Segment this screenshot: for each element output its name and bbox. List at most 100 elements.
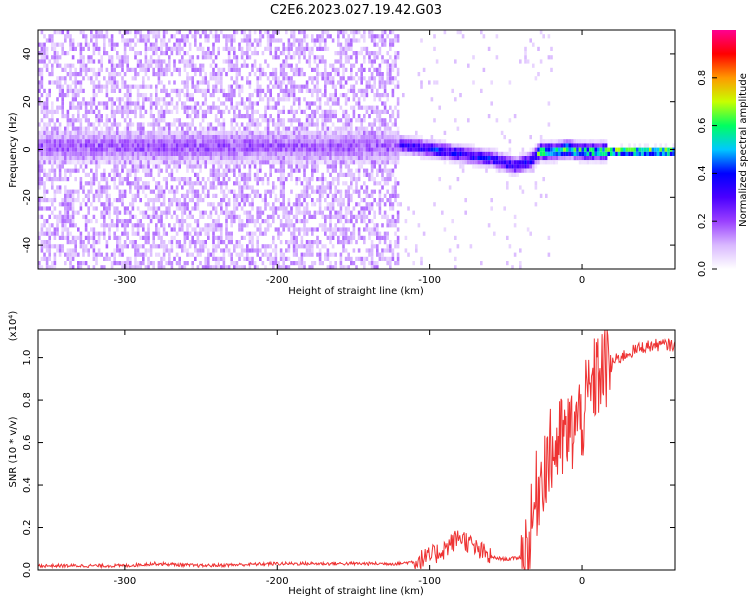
spectrogram-cell: [173, 193, 176, 198]
spectrogram-cell: [339, 126, 343, 131]
spectrogram-cell: [58, 130, 62, 135]
spectrogram-cell: [279, 240, 283, 245]
spectrogram-cell: [339, 261, 343, 266]
spectrogram-cell: [131, 164, 135, 169]
spectrogram-cell: [347, 59, 350, 64]
spectrogram-cell: [305, 118, 309, 123]
spectrogram-cell: [251, 240, 254, 245]
spectrogram-cell: [342, 223, 345, 228]
spectrogram-cell: [243, 126, 246, 131]
spectrogram-cell: [321, 114, 324, 119]
spectrogram-cell: [279, 156, 283, 161]
spectrogram-cell: [126, 223, 129, 228]
spectrogram-cell: [149, 130, 153, 135]
spectrogram-cell: [87, 143, 90, 148]
spectrogram-cell: [43, 231, 46, 236]
spectrogram-cell: [355, 135, 358, 140]
spectrogram-cell: [389, 198, 392, 203]
spectrogram-cell: [389, 219, 392, 224]
spectrogram-cell: [90, 181, 93, 186]
spectrogram-cell: [204, 72, 207, 77]
spectrogram-cell: [316, 135, 319, 140]
spectrogram-cell: [248, 240, 252, 245]
spectrogram-cell: [360, 93, 363, 98]
spectrogram-cell: [373, 97, 376, 102]
spectrogram-cell: [324, 72, 327, 77]
spectrogram-cell: [178, 139, 181, 144]
spectrogram-cell: [168, 139, 171, 144]
spectrogram-cell: [110, 67, 114, 72]
spectrogram-cell: [233, 130, 236, 135]
spectrogram-cell: [248, 97, 252, 102]
spectrogram-cell: [305, 244, 309, 249]
spectrogram-cell: [404, 143, 408, 148]
spectrogram-cell: [139, 156, 142, 161]
spectrogram-cell: [383, 59, 387, 64]
spectrogram-cell: [300, 189, 304, 194]
spectrogram-cell: [368, 202, 371, 207]
spectrogram-cell: [168, 63, 171, 68]
spectrogram-cell: [357, 118, 361, 123]
spectrogram-cell: [373, 143, 376, 148]
spectrogram-cell: [290, 80, 293, 85]
spectrogram-cell: [105, 139, 109, 144]
spectrogram-cell: [225, 248, 228, 253]
spectrogram-cell: [105, 30, 109, 35]
spectrogram-cell: [74, 189, 77, 194]
spectrogram-cell: [64, 34, 67, 39]
spectrogram-cell: [113, 84, 116, 89]
spectrogram-cell: [274, 261, 278, 266]
spectrogram-cell: [313, 261, 317, 266]
spectrogram-cell: [370, 72, 374, 77]
spectrogram-cell: [129, 38, 132, 43]
spectrogram-cell: [142, 164, 145, 169]
spectrogram-cell: [64, 172, 67, 177]
spectrogram-cell: [313, 168, 317, 173]
spectrogram-cell: [290, 122, 293, 127]
spectrogram-cell: [251, 198, 254, 203]
spectrogram-cell: [82, 130, 85, 135]
spectrogram-cell: [298, 198, 301, 203]
spectrogram-cell: [126, 206, 129, 211]
spectrogram-cell: [48, 156, 51, 161]
spectrogram-cell: [110, 72, 114, 77]
spectrogram-cell: [246, 34, 249, 39]
spectrogram-cell: [235, 80, 239, 85]
spectrogram-cell: [152, 101, 155, 106]
spectrogram-cell: [373, 223, 376, 228]
spectrogram-cell: [326, 126, 330, 131]
spectrogram-cell: [318, 151, 322, 156]
spectrogram-cell: [331, 160, 335, 165]
spectrogram-cell: [282, 109, 285, 114]
spectrogram-cell: [149, 244, 153, 249]
spectrogram-cell: [105, 80, 109, 85]
spectrogram-cell: [230, 93, 233, 98]
spectrogram-cell: [248, 235, 252, 240]
spectrogram-cell: [357, 156, 361, 161]
spectrogram-cell: [155, 105, 158, 110]
spectrogram-cell: [103, 256, 106, 261]
spectrogram-cell: [339, 63, 343, 68]
spectrogram-cell: [110, 147, 114, 152]
spectrogram-cell: [131, 101, 135, 106]
spectrogram-cell: [360, 143, 363, 148]
spectrogram-cell: [396, 38, 400, 43]
spectrogram-cell: [261, 88, 265, 93]
spectrogram-cell: [113, 235, 116, 240]
spectrogram-cell: [87, 210, 90, 215]
spectrogram-cell: [199, 105, 202, 110]
spectrogram-cell: [92, 256, 96, 261]
spectrogram-cell: [196, 30, 200, 35]
spectrogram-cell: [191, 59, 194, 64]
spectrogram-cell: [308, 248, 311, 253]
spectrogram-cell: [342, 122, 345, 127]
spectrogram-cell: [160, 265, 163, 270]
spectrogram-cell: [303, 72, 306, 77]
spectrogram-cell: [264, 118, 267, 123]
spectrogram-cell: [84, 67, 88, 72]
spectrogram-cell: [394, 139, 397, 144]
spectrogram-cell: [238, 42, 241, 47]
spectrogram-cell: [212, 202, 215, 207]
spectrogram-cell: [298, 206, 301, 211]
spectrogram-cell: [396, 51, 400, 56]
